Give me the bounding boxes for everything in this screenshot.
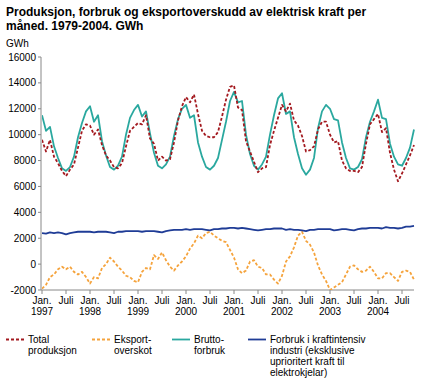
y-axis-line <box>41 57 42 290</box>
x-tick <box>258 290 259 294</box>
text-line: måned. 1979-2004. GWh <box>6 19 143 33</box>
text-line: Juli <box>106 295 121 306</box>
text-line: 2003 <box>319 306 342 317</box>
legend-swatch <box>92 339 110 341</box>
text-line: Jan. <box>369 295 388 306</box>
x-tick <box>234 290 235 294</box>
x-tick-label: Juli <box>154 295 169 306</box>
text-line: Juli <box>346 295 361 306</box>
text-line: Juli <box>394 295 409 306</box>
x-tick <box>402 290 403 294</box>
x-tick <box>330 290 331 294</box>
text-line: 1997 <box>31 306 54 317</box>
text-line: overskot <box>114 345 152 356</box>
text-line: 1998 <box>79 306 102 317</box>
series-line <box>42 232 414 290</box>
legend-label: Forbruk i kraftintensivindustri (eksklus… <box>270 334 366 378</box>
x-tick-label: Jan.1998 <box>79 295 102 317</box>
plot-area <box>42 85 414 290</box>
y-tick-label: 4000 <box>14 207 37 218</box>
x-tick <box>90 290 91 294</box>
legend-swatch <box>6 339 24 341</box>
x-tick-label: Jan.2004 <box>367 295 390 317</box>
text-line: Eksport- <box>114 334 151 345</box>
legend-swatch <box>172 339 190 341</box>
x-tick-label: Juli <box>346 295 361 306</box>
text-line: Juli <box>250 295 265 306</box>
text-line: Forbruk i kraftintensiv <box>270 334 366 345</box>
y-axis-label: GWh <box>6 38 29 49</box>
chart-svg: Produksjon, forbruk og eksportoverskudd … <box>0 0 426 391</box>
legend-label: Brutto-forbruk <box>194 334 226 356</box>
y-tick-label: 14000 <box>8 77 36 88</box>
chart-container: Produksjon, forbruk og eksportoverskudd … <box>0 0 426 391</box>
text-line: Jan. <box>177 295 196 306</box>
text-line: forbruk <box>194 345 226 356</box>
x-tick <box>66 290 67 294</box>
text-line: 2000 <box>175 306 198 317</box>
x-tick <box>42 290 43 294</box>
text-line: 2002 <box>271 306 294 317</box>
x-tick-label: Jan.2003 <box>319 295 342 317</box>
x-tick <box>114 290 115 294</box>
text-line: Jan. <box>321 295 340 306</box>
series-line <box>42 226 414 234</box>
text-line: uprioritert kraft til <box>270 356 344 367</box>
x-axis-line <box>41 290 414 291</box>
x-tick-label: Jan.2002 <box>271 295 294 317</box>
text-line: Juli <box>298 295 313 306</box>
y-tick-label: 16000 <box>8 52 36 63</box>
text-line: Juli <box>154 295 169 306</box>
x-tick <box>162 290 163 294</box>
text-line: Brutto- <box>194 334 224 345</box>
series-line <box>42 92 414 175</box>
text-line: Jan. <box>33 295 52 306</box>
x-tick-label: Juli <box>394 295 409 306</box>
x-tick-label: Juli <box>106 295 121 306</box>
x-tick-label: Juli <box>202 295 217 306</box>
text-line: Jan. <box>81 295 100 306</box>
x-tick <box>378 290 379 294</box>
legend-swatch <box>248 339 266 341</box>
text-line: Juli <box>58 295 73 306</box>
x-tick <box>282 290 283 294</box>
y-tick-label: 0 <box>30 259 36 270</box>
x-tick-label: Juli <box>250 295 265 306</box>
legend-label: Totalproduksjon <box>28 334 77 356</box>
x-tick <box>138 290 139 294</box>
title: Produksjon, forbruk og eksportoverskudd … <box>6 5 366 33</box>
text-line: 2004 <box>367 306 390 317</box>
text-line: industri (eksklusive <box>270 345 355 356</box>
series-line <box>42 85 414 181</box>
x-tick <box>354 290 355 294</box>
text-line: 1999 <box>127 306 150 317</box>
x-tick <box>210 290 211 294</box>
x-tick-label: Jan.1999 <box>127 295 150 317</box>
x-tick-label: Jan.2000 <box>175 295 198 317</box>
text-line: Total <box>28 334 49 345</box>
y-tick-label: 12000 <box>8 103 36 114</box>
y-tick-label: 8000 <box>14 155 37 166</box>
x-tick <box>186 290 187 294</box>
text-line: Jan. <box>225 295 244 306</box>
text-line: Produksjon, forbruk og eksportoverskudd … <box>6 5 366 19</box>
text-line: produksjon <box>28 345 77 356</box>
x-tick-label: Juli <box>298 295 313 306</box>
text-line: 2001 <box>223 306 246 317</box>
y-tick-label: -2000 <box>10 285 36 296</box>
text-line: Juli <box>202 295 217 306</box>
text-line: Jan. <box>129 295 148 306</box>
x-tick-label: Jan.2001 <box>223 295 246 317</box>
x-tick-label: Jan.1997 <box>31 295 54 317</box>
legend-label: Eksport-overskot <box>114 334 152 356</box>
y-tick-label: 6000 <box>14 181 37 192</box>
text-line: elektrokjelar) <box>270 367 327 378</box>
x-tick <box>306 290 307 294</box>
x-tick-label: Juli <box>58 295 73 306</box>
text-line: Jan. <box>273 295 292 306</box>
y-tick-label: 10000 <box>8 129 36 140</box>
y-tick-label: 2000 <box>14 233 37 244</box>
